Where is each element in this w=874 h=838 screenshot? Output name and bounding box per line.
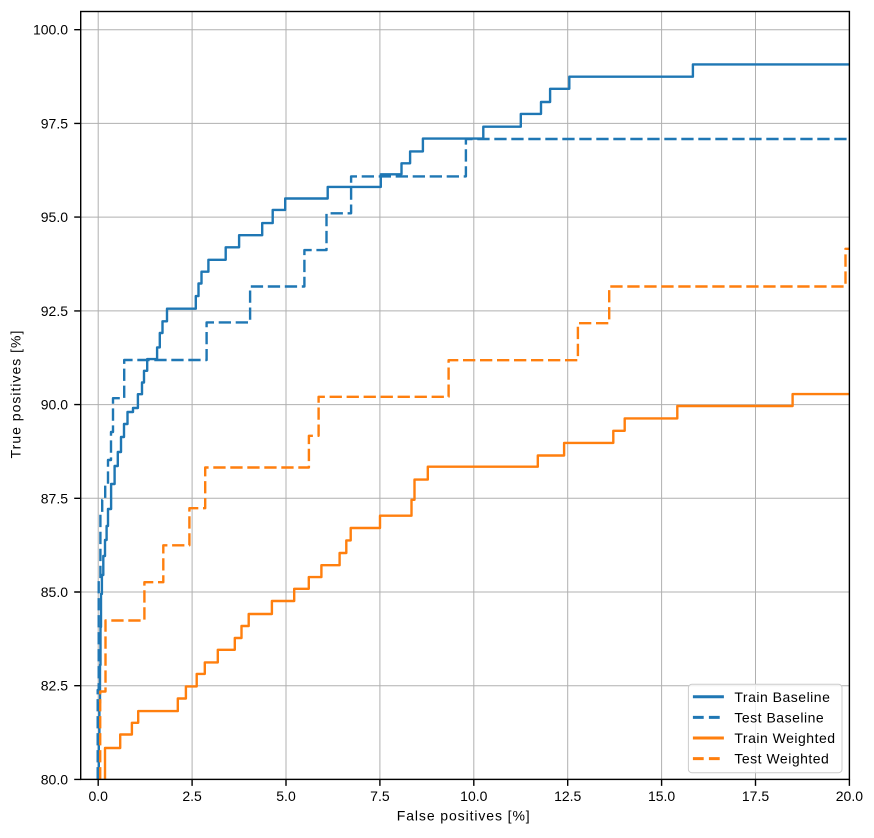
svg-text:12.5: 12.5 (554, 788, 581, 804)
svg-text:82.5: 82.5 (41, 678, 68, 694)
svg-text:10.0: 10.0 (460, 788, 487, 804)
svg-text:0.0: 0.0 (88, 788, 108, 804)
svg-text:Test Weighted: Test Weighted (734, 751, 829, 767)
svg-text:87.5: 87.5 (41, 490, 68, 506)
svg-text:15.0: 15.0 (648, 788, 675, 804)
svg-text:97.5: 97.5 (41, 115, 68, 131)
svg-text:True positives [%]: True positives [%] (8, 330, 24, 459)
svg-text:95.0: 95.0 (41, 209, 68, 225)
svg-text:20.0: 20.0 (836, 788, 863, 804)
svg-text:80.0: 80.0 (41, 771, 68, 787)
svg-text:17.5: 17.5 (742, 788, 769, 804)
svg-text:90.0: 90.0 (41, 397, 68, 413)
svg-text:Train Weighted: Train Weighted (734, 730, 835, 746)
svg-text:Train Baseline: Train Baseline (734, 689, 830, 705)
svg-text:85.0: 85.0 (41, 584, 68, 600)
svg-text:7.5: 7.5 (370, 788, 390, 804)
svg-text:False positives [%]: False positives [%] (397, 808, 531, 824)
svg-text:Test Baseline: Test Baseline (734, 709, 824, 725)
svg-text:92.5: 92.5 (41, 303, 68, 319)
svg-text:5.0: 5.0 (276, 788, 296, 804)
svg-text:100.0: 100.0 (33, 22, 68, 38)
svg-text:2.5: 2.5 (182, 788, 202, 804)
